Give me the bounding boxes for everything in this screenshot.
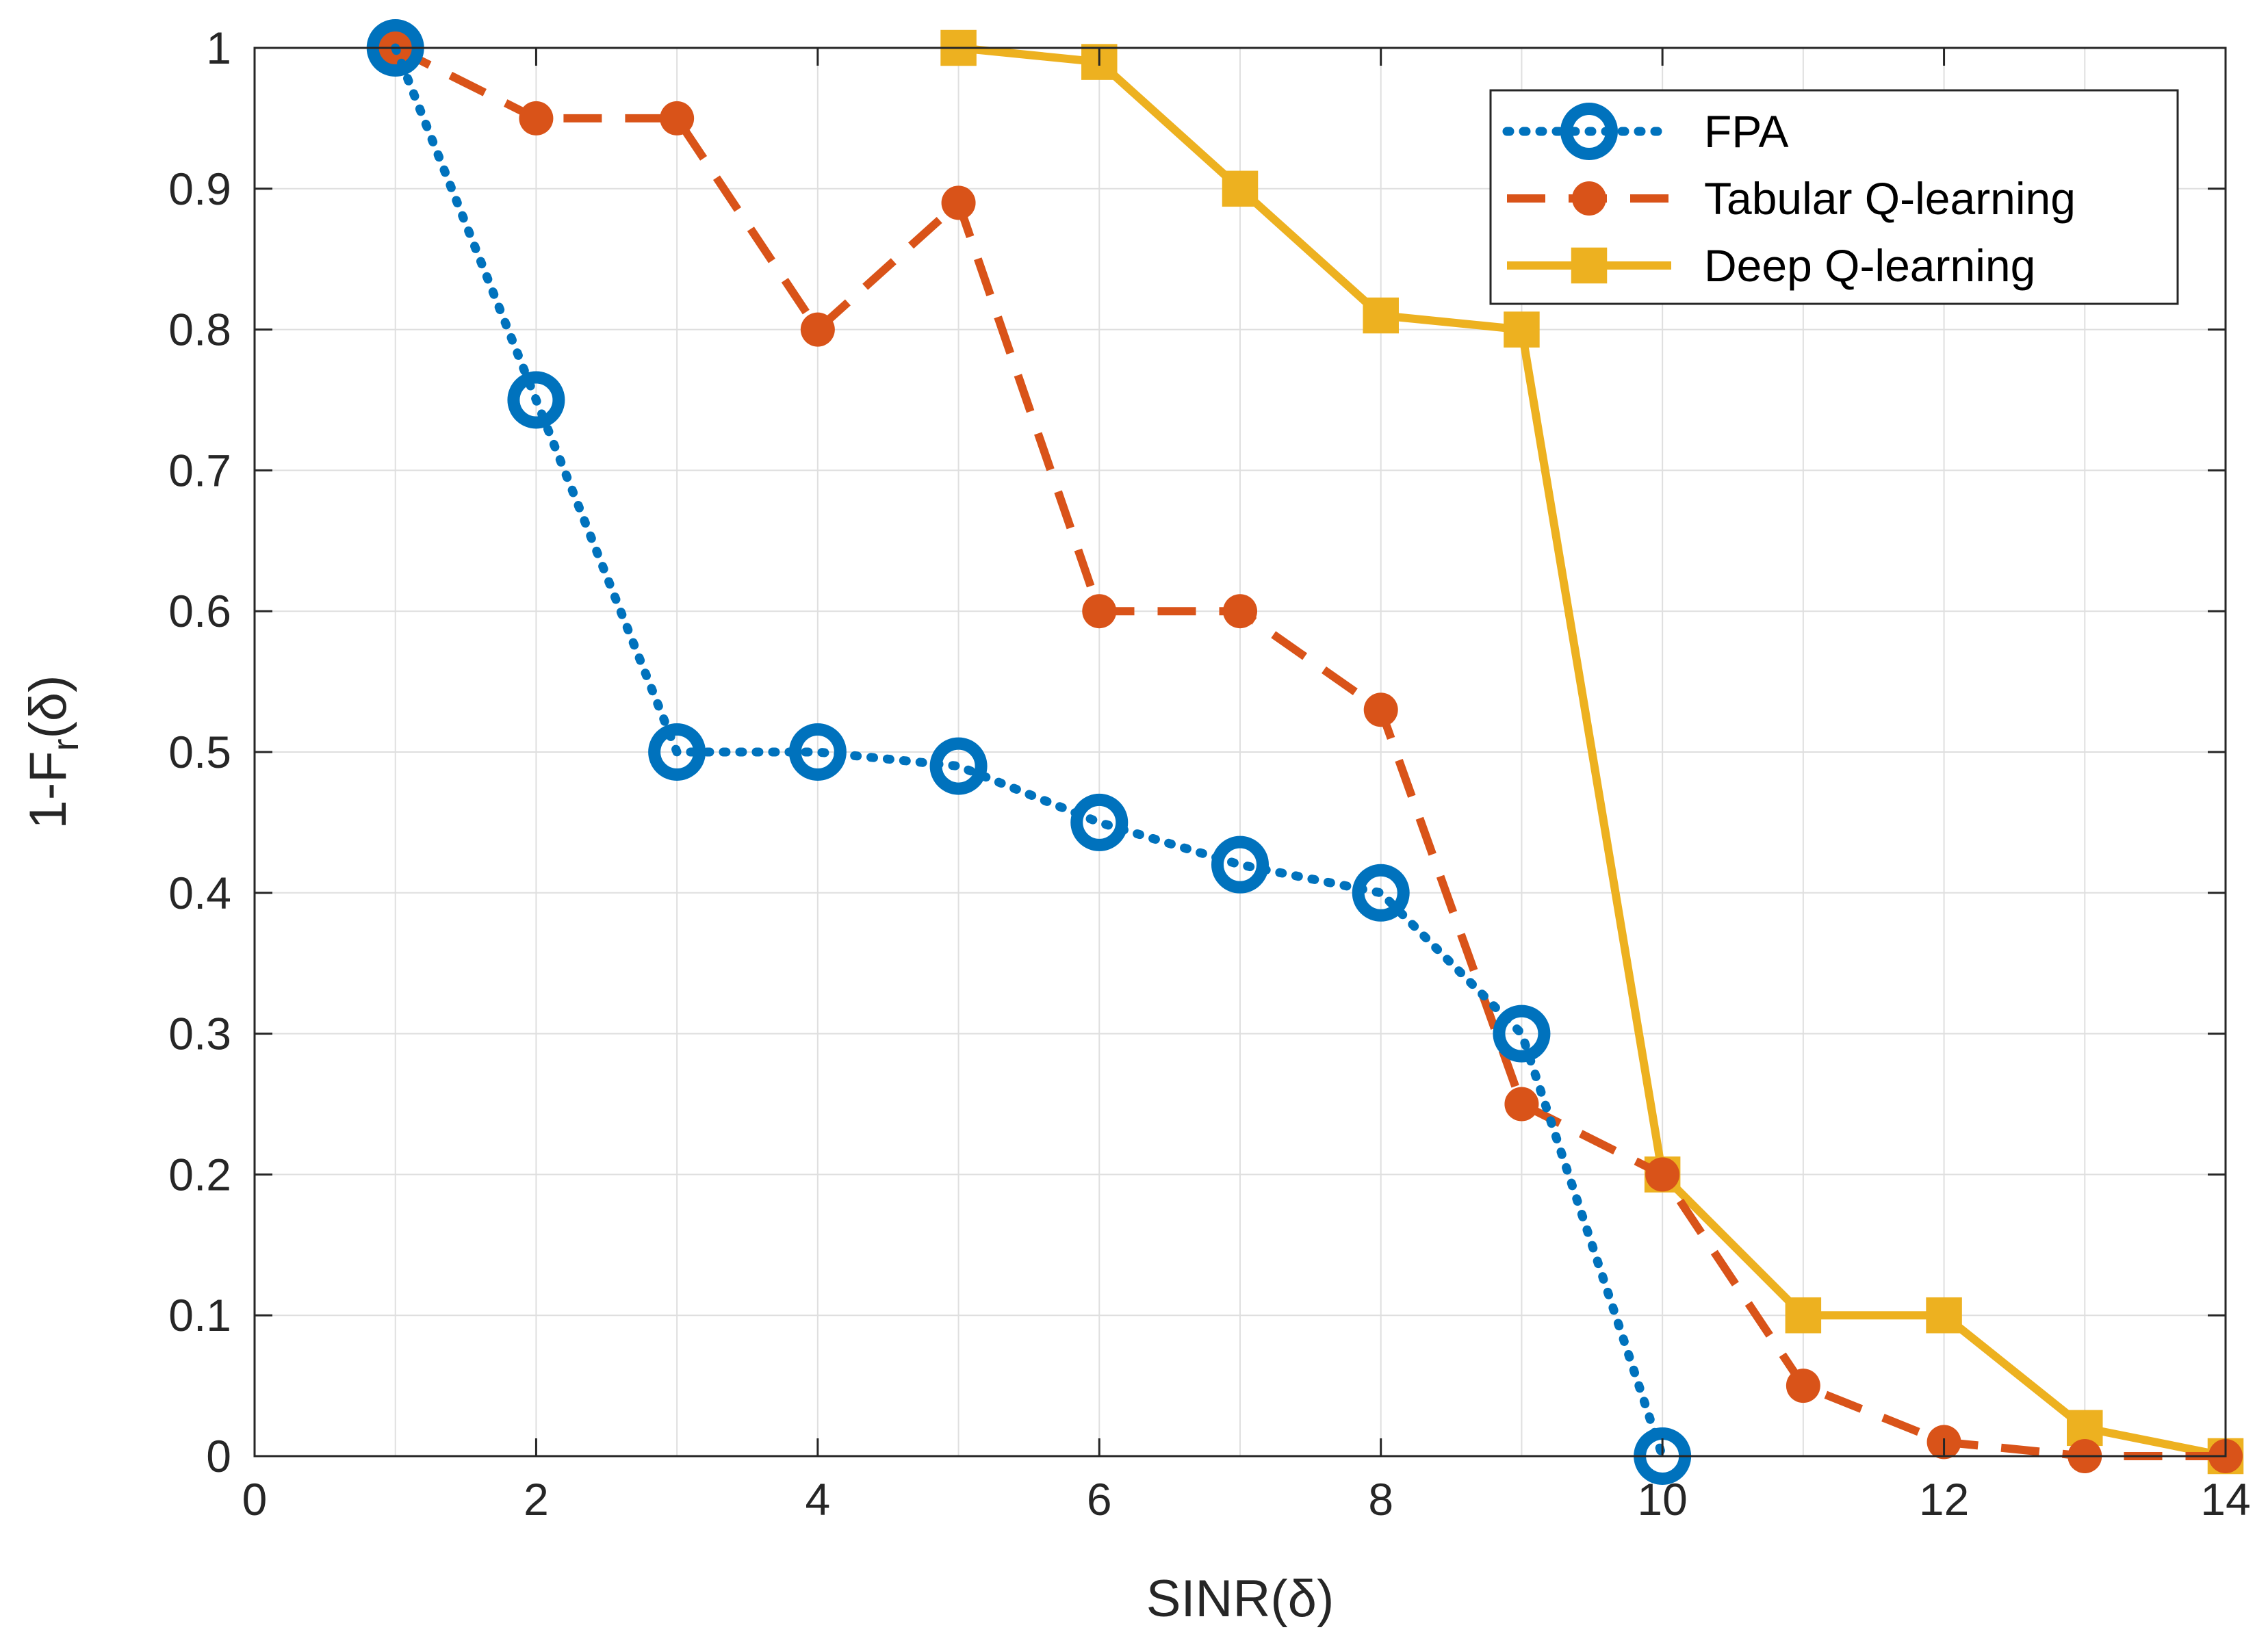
deep-q-learning-point: [1363, 297, 1399, 334]
legend-entry-tabular-q-learning: Tabular Q-learning: [1507, 173, 2076, 224]
tabular-q-learning-point: [1223, 594, 1257, 629]
y-tick-label: 0.5: [168, 727, 231, 777]
tabular-q-learning-point: [1082, 594, 1117, 629]
tabular-q-learning-point: [1786, 1369, 1820, 1403]
legend: FPA Tabular Q-learning Deep Q-learning: [1489, 89, 2179, 305]
tabular-q-learning-point: [1504, 1087, 1539, 1122]
legend-label: FPA: [1704, 106, 1788, 157]
tabular-q-learning-point: [800, 312, 835, 347]
tick-labels: 0 2 4 6 8 10 12 14 0 0.1 0.2 0.3 0.4 0.5 0.6 0.7 0.8 0.9 1: [168, 23, 2250, 1525]
x-tick-label: 8: [1368, 1474, 1393, 1525]
fpa-point: [1560, 103, 1618, 160]
y-axis-label-suffix: (δ): [19, 675, 77, 739]
y-tick-label: 0.8: [168, 305, 231, 355]
y-axis-label: 1-Fr(δ): [19, 675, 86, 829]
x-axis-label: SINR(δ): [1146, 1570, 1335, 1628]
ticks: [253, 47, 2227, 1458]
y-tick-label: 0.2: [168, 1149, 231, 1200]
x-tick-label: 6: [1087, 1474, 1112, 1525]
deep-q-learning-point: [1785, 1297, 1822, 1334]
tabular-q-learning-point: [1645, 1157, 1680, 1192]
y-tick-label: 0.6: [168, 586, 231, 636]
x-tick-label: 4: [805, 1474, 830, 1525]
fpa-point: [1070, 793, 1129, 851]
fpa-point: [788, 723, 847, 781]
y-tick-label: 1: [206, 23, 231, 73]
y-tick-label: 0.1: [168, 1290, 231, 1340]
fpa-point: [1352, 864, 1410, 922]
legend-entry-fpa: FPA: [1502, 103, 1788, 160]
deep-q-learning-point: [1504, 311, 1540, 348]
y-axis-label-sub: r: [45, 738, 86, 751]
tabular-q-learning-series: [378, 31, 2243, 1473]
fpa-line: [391, 43, 1667, 1461]
fpa-point: [929, 737, 988, 795]
x-tick-label: 2: [524, 1474, 549, 1525]
y-tick-label: 0.7: [168, 445, 231, 495]
fpa-point: [648, 723, 706, 781]
x-tick-label: 10: [1637, 1474, 1687, 1525]
legend-label: Deep Q-learning: [1704, 240, 2035, 291]
deep-q-learning-line: [957, 44, 2227, 1460]
tabular-q-learning-point: [1363, 692, 1398, 727]
fpa-point: [1493, 1005, 1551, 1063]
y-tick-label: 0.9: [168, 164, 231, 214]
fpa-point: [507, 371, 565, 429]
y-tick-label: 0: [206, 1431, 231, 1481]
deep-q-learning-point: [1222, 170, 1259, 207]
tabular-q-learning-line: [394, 44, 2226, 1460]
y-tick-label: 0.3: [168, 1009, 231, 1059]
fpa-point: [1211, 836, 1269, 894]
tabular-q-learning-point: [1572, 181, 1606, 216]
tabular-q-learning-point: [941, 185, 976, 220]
x-tick-label: 0: [242, 1474, 268, 1525]
x-tick-label: 14: [2200, 1474, 2250, 1525]
legend-label: Tabular Q-learning: [1704, 173, 2076, 224]
tabular-q-learning-point: [660, 101, 695, 135]
deep-q-learning-point: [1926, 1297, 1962, 1334]
y-axis-label-main: 1-F: [19, 751, 77, 829]
deep-q-learning-point: [1571, 247, 1608, 284]
tabular-q-learning-point: [519, 101, 554, 135]
x-tick-label: 12: [1919, 1474, 1969, 1525]
legend-entry-deep-q-learning: Deep Q-learning: [1507, 240, 2035, 291]
y-tick-label: 0.4: [168, 868, 231, 918]
